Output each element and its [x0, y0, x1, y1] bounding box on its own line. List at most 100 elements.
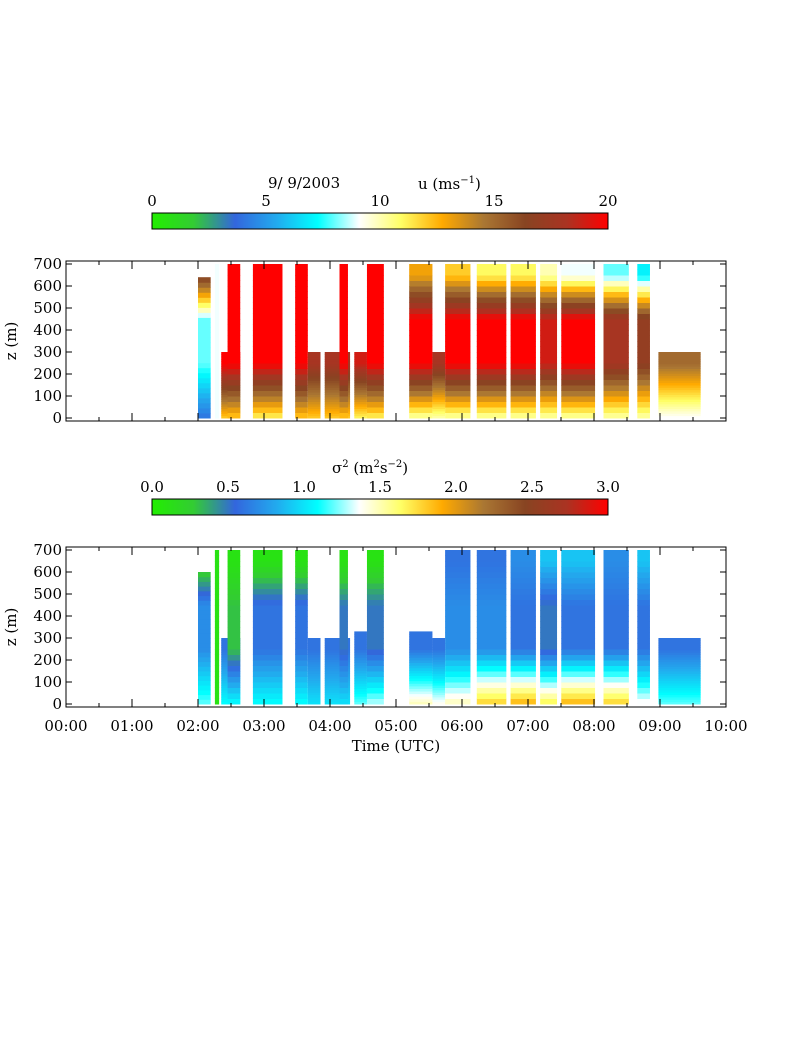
heatmap-cell: [307, 396, 321, 400]
y-axis-label: z (m): [2, 322, 20, 361]
heatmap-cell: [354, 361, 367, 365]
heatmap-cell: [658, 380, 701, 384]
heatmap-cell: [324, 392, 351, 395]
heatmap-cell: [540, 682, 558, 688]
heatmap-cell: [476, 390, 507, 397]
heatmap-cell: [324, 663, 351, 667]
heatmap-cell: [339, 643, 348, 650]
heatmap-cell: [366, 324, 384, 331]
heatmap-cell: [476, 346, 507, 353]
heatmap-cell: [658, 675, 701, 679]
heatmap-cell: [432, 361, 446, 365]
heatmap-cell: [510, 412, 536, 419]
heatmap-cell: [658, 642, 701, 646]
heatmap-cell: [561, 269, 596, 276]
heatmap-cell: [658, 377, 701, 381]
heatmap-cell: [658, 387, 701, 391]
heatmap-cell: [637, 660, 650, 666]
heatmap-cell: [227, 385, 241, 391]
heatmap-cell: [445, 698, 471, 705]
heatmap-cell: [658, 687, 701, 691]
heatmap-cell: [339, 621, 348, 628]
heatmap-cell: [214, 698, 220, 705]
heatmap-cell: [540, 357, 558, 364]
heatmap-cell: [510, 649, 536, 655]
heatmap-cell: [324, 361, 351, 365]
heatmap-cell: [307, 696, 321, 700]
heatmap-cell: [510, 561, 536, 567]
heatmap-cell: [227, 407, 241, 413]
heatmap-cell: [307, 406, 321, 410]
heatmap-cell: [637, 566, 650, 573]
heatmap-cell: [366, 313, 384, 320]
heatmap-cell: [476, 588, 507, 595]
heatmap-cell: [603, 660, 629, 666]
heatmap-cell: [339, 269, 348, 276]
heatmap-cell: [295, 682, 308, 688]
heatmap-cell: [295, 319, 308, 325]
heatmap-cell: [637, 357, 650, 364]
heatmap-cell: [227, 583, 241, 589]
heatmap-cell: [603, 687, 629, 694]
heatmap-cell: [409, 368, 433, 375]
heatmap-cell: [561, 605, 596, 611]
heatmap-cell: [637, 346, 650, 353]
heatmap-cell: [445, 676, 471, 683]
heatmap-cell: [295, 599, 308, 606]
heatmap-cell: [307, 385, 321, 388]
heatmap-cell: [409, 678, 433, 682]
heatmap-cell: [295, 693, 308, 699]
heatmap-cell: [252, 594, 283, 600]
heatmap-cell: [324, 363, 351, 367]
heatmap-cell: [227, 374, 241, 380]
heatmap-cell: [445, 264, 471, 270]
heatmap-cell: [637, 286, 650, 292]
heatmap-cell: [476, 330, 507, 336]
heatmap-cell: [252, 621, 283, 628]
heatmap-cell: [510, 599, 536, 606]
heatmap-cell: [214, 550, 220, 556]
heatmap-cell: [227, 643, 241, 650]
heatmap-cell: [510, 671, 536, 677]
heatmap-cell: [198, 412, 211, 419]
heatmap-cell: [561, 577, 596, 584]
heatmap-cell: [214, 588, 220, 595]
heatmap-cell: [324, 668, 351, 672]
heatmap-cell: [476, 665, 507, 672]
heatmap-cell: [561, 572, 596, 578]
heatmap-cell: [540, 627, 558, 633]
heatmap-cell: [409, 680, 433, 684]
heatmap-cell: [295, 313, 308, 320]
heatmap-cell: [354, 377, 367, 381]
heatmap-cell: [295, 269, 308, 276]
heatmap-cell: [339, 588, 348, 595]
heatmap-cell: [354, 683, 367, 687]
heatmap-cell: [476, 654, 507, 661]
heatmap-cell: [324, 666, 351, 670]
heatmap-cell: [432, 687, 446, 691]
heatmap-cell: [409, 698, 433, 702]
heatmap-cell: [432, 399, 446, 402]
heatmap-cell: [658, 370, 701, 374]
heatmap-cell: [561, 335, 596, 342]
heatmap-cell: [354, 356, 367, 360]
heatmap-cell: [366, 638, 384, 644]
heatmap-cell: [510, 313, 536, 320]
heatmap-cell: [432, 696, 446, 700]
heatmap-cell: [637, 649, 650, 655]
bottom-title-sym: σ: [332, 459, 343, 477]
heatmap-cell: [324, 406, 351, 410]
heatmap-cell: [540, 319, 558, 325]
heatmap-cell: [476, 412, 507, 419]
heatmap-cell: [476, 643, 507, 650]
heatmap-cell: [354, 644, 367, 648]
heatmap-cell: [354, 382, 367, 386]
heatmap-cell: [307, 380, 321, 384]
heatmap-cell: [658, 396, 701, 400]
heatmap-cell: [198, 292, 211, 298]
heatmap-cell: [476, 275, 507, 281]
bottom-title: σ2 (m2s−2): [332, 460, 408, 476]
heatmap-cell: [561, 561, 596, 567]
heatmap-cell: [252, 572, 283, 578]
heatmap-cell: [252, 407, 283, 413]
